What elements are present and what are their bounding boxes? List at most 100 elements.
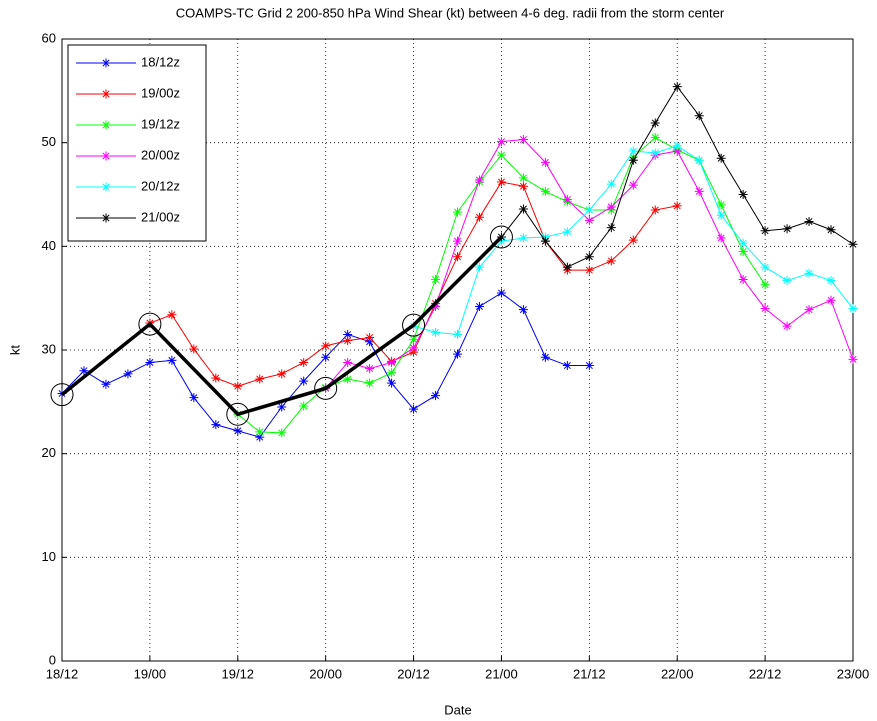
point-marker <box>474 212 484 222</box>
legend-label: 19/12z <box>141 116 180 131</box>
analysis-marker <box>50 383 74 407</box>
point-marker <box>474 175 484 185</box>
point-marker <box>167 355 177 365</box>
point-marker <box>716 210 726 220</box>
point-marker <box>540 157 550 167</box>
point-marker <box>123 369 133 379</box>
point-marker <box>628 155 638 165</box>
point-marker <box>233 426 243 436</box>
point-marker <box>694 186 704 196</box>
point-marker <box>409 335 419 345</box>
point-marker <box>496 137 506 147</box>
legend-marker <box>101 89 111 99</box>
point-marker <box>584 205 594 215</box>
point-marker <box>365 378 375 388</box>
point-marker <box>628 235 638 245</box>
y-tick-label: 30 <box>42 341 56 356</box>
point-marker <box>760 280 770 290</box>
point-marker <box>804 216 814 226</box>
point-marker <box>584 361 594 371</box>
point-marker <box>716 153 726 163</box>
legend-marker <box>101 151 111 161</box>
analysis-marker <box>402 313 426 337</box>
point-marker <box>145 357 155 367</box>
point-marker <box>365 333 375 343</box>
point-marker <box>826 276 836 286</box>
point-marker <box>716 233 726 243</box>
x-tick-label: 19/00 <box>134 666 167 681</box>
point-marker <box>518 135 528 145</box>
point-marker <box>518 233 528 243</box>
point-marker <box>453 236 462 246</box>
point-marker <box>518 181 528 191</box>
y-tick-label: 10 <box>42 549 56 564</box>
point-marker <box>672 201 682 211</box>
point-marker <box>804 268 814 278</box>
point-marker <box>826 295 836 305</box>
point-marker <box>189 393 199 403</box>
point-marker <box>387 357 397 367</box>
point-marker <box>672 82 682 92</box>
point-marker <box>474 262 484 272</box>
legend-label: 20/00z <box>141 147 180 162</box>
point-marker <box>255 427 265 437</box>
point-marker <box>562 227 572 237</box>
point-marker <box>299 401 309 411</box>
point-marker <box>584 265 594 275</box>
point-marker <box>540 186 550 196</box>
point-marker <box>277 428 287 438</box>
point-marker <box>255 432 265 442</box>
legend-label: 19/00z <box>141 85 180 100</box>
point-marker <box>496 150 506 160</box>
point-marker <box>299 357 309 367</box>
point-marker <box>343 329 353 339</box>
point-marker <box>672 146 682 156</box>
point-marker <box>518 204 528 214</box>
point-marker <box>848 239 858 249</box>
x-tick-label: 19/12 <box>222 666 255 681</box>
point-marker <box>848 304 858 314</box>
point-marker <box>562 262 572 272</box>
point-marker <box>584 215 594 225</box>
x-axis-label: Date <box>444 702 471 717</box>
y-tick-label: 60 <box>42 30 56 45</box>
point-marker <box>804 305 814 315</box>
point-marker <box>650 148 660 158</box>
point-marker <box>606 256 616 266</box>
point-marker <box>540 352 550 362</box>
point-marker <box>716 200 726 210</box>
point-marker <box>211 420 221 430</box>
y-tick-label: 20 <box>42 445 56 460</box>
point-marker <box>738 190 748 199</box>
point-marker <box>650 205 660 215</box>
point-marker <box>255 374 265 384</box>
analysis-marker <box>314 376 338 400</box>
legend-marker <box>101 120 111 130</box>
point-marker <box>321 341 331 351</box>
point-marker <box>431 327 441 337</box>
x-tick-label: 21/00 <box>485 666 518 681</box>
point-marker <box>738 238 748 248</box>
point-marker <box>628 146 638 156</box>
point-marker <box>518 305 528 315</box>
point-marker <box>562 361 572 371</box>
point-marker <box>299 376 309 386</box>
point-marker <box>496 288 506 298</box>
point-marker <box>453 252 462 262</box>
point-marker <box>606 223 616 233</box>
point-marker <box>628 180 638 190</box>
point-marker <box>365 364 375 374</box>
point-marker <box>782 321 792 331</box>
point-marker <box>606 202 616 212</box>
point-marker <box>343 336 353 346</box>
analysis-marker <box>489 225 513 249</box>
legend-marker <box>101 182 111 192</box>
point-marker <box>760 226 770 236</box>
point-marker <box>79 366 89 376</box>
plot-frame <box>61 38 854 662</box>
y-tick-label: 0 <box>49 652 56 667</box>
point-marker <box>738 275 748 285</box>
point-marker <box>431 301 441 311</box>
